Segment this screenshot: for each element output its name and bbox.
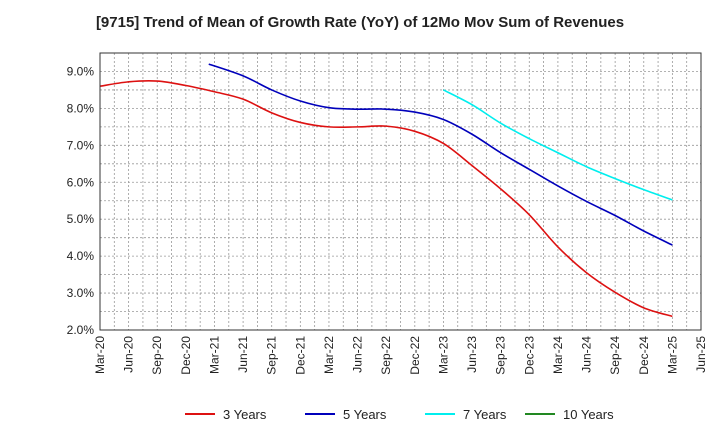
x-tick-label: Jun-22 <box>351 336 365 373</box>
x-tick-label: Mar-23 <box>436 336 450 374</box>
x-tick-label: Jun-23 <box>465 336 479 373</box>
x-tick-label: Mar-20 <box>93 336 107 374</box>
series-line-7-years <box>443 89 673 201</box>
x-tick-label: Mar-21 <box>207 336 221 374</box>
y-tick-label: 6.0% <box>67 175 95 189</box>
y-tick-label: 9.0% <box>67 64 95 78</box>
x-tick-label: Mar-24 <box>551 336 565 374</box>
legend: 3 Years 5 Years 7 Years 10 Years <box>185 407 614 422</box>
x-tick-label: Dec-20 <box>179 336 193 375</box>
y-tick-label: 8.0% <box>67 101 95 115</box>
x-tick-label: Mar-22 <box>322 336 336 374</box>
x-axis: Mar-20 Jun-20 Sep-20 Dec-20 Mar-21 Jun-21 Sep-… <box>93 336 708 375</box>
series-line-5-years <box>208 63 673 246</box>
x-tick-label: Jun-24 <box>580 336 594 373</box>
y-tick-label: 7.0% <box>67 138 95 152</box>
y-axis: 9.0% 8.0% 7.0% 6.0% 5.0% 4.0% 3.0% 2.0% <box>67 64 95 337</box>
x-tick-label: Sep-23 <box>494 336 508 375</box>
legend-label-3-years: 3 Years <box>223 407 267 422</box>
legend-label-7-years: 7 Years <box>463 407 507 422</box>
x-tick-label: Sep-20 <box>150 336 164 375</box>
series-layer <box>99 63 673 318</box>
x-tick-label: Dec-22 <box>408 336 422 375</box>
x-tick-label: Mar-25 <box>665 336 679 374</box>
x-tick-label: Jun-20 <box>122 336 136 373</box>
x-tick-label: Jun-21 <box>236 336 250 373</box>
y-tick-label: 2.0% <box>67 323 95 337</box>
y-tick-label: 5.0% <box>67 212 95 226</box>
chart-title: [9715] Trend of Mean of Growth Rate (YoY… <box>95 14 625 31</box>
legend-label-10-years: 10 Years <box>563 407 614 422</box>
x-tick-label: Dec-23 <box>522 336 536 375</box>
x-tick-label: Sep-21 <box>265 336 279 375</box>
x-tick-label: Jun-25 <box>694 336 708 373</box>
x-tick-label: Dec-24 <box>637 336 651 375</box>
x-tick-label: Sep-22 <box>379 336 393 375</box>
x-tick-label: Sep-24 <box>608 336 622 375</box>
plot-frame <box>99 52 702 331</box>
y-tick-label: 4.0% <box>67 249 95 263</box>
x-tick-label: Dec-21 <box>293 336 307 375</box>
y-tick-label: 3.0% <box>67 286 95 300</box>
series-line-3-years <box>99 80 673 318</box>
legend-label-5-years: 5 Years <box>343 407 387 422</box>
